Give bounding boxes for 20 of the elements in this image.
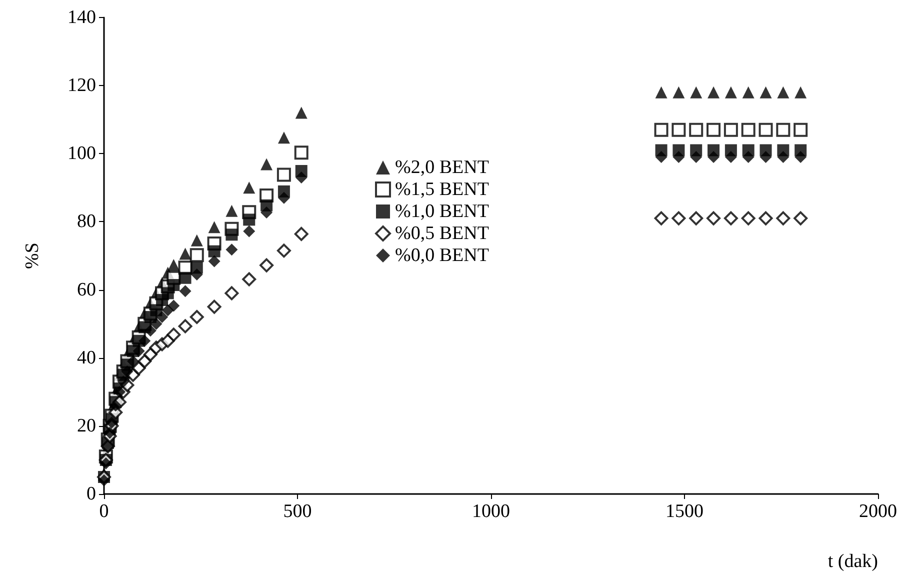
- y-tick-label: 20: [77, 415, 96, 436]
- legend-label: %0,0 BENT: [395, 245, 490, 266]
- x-axis-title: t (dak): [828, 551, 878, 572]
- x-tick-label: 500: [283, 501, 312, 522]
- y-tick-label: 0: [86, 484, 96, 504]
- y-tick-label: 80: [77, 211, 96, 232]
- legend-label: %1,5 BENT: [395, 179, 490, 200]
- y-tick-label: 40: [77, 347, 96, 368]
- y-axis-title: %S: [22, 242, 43, 269]
- x-tick-label: 2000: [859, 501, 897, 522]
- x-tick-label: 1000: [472, 501, 510, 522]
- legend-label: %2,0 BENT: [395, 157, 490, 178]
- x-tick-label: 0: [99, 501, 109, 522]
- y-tick-label: 140: [68, 7, 96, 28]
- legend-label: %0,5 BENT: [395, 223, 490, 244]
- legend-label: %1,0 BENT: [395, 201, 490, 222]
- y-tick-label: 60: [77, 279, 96, 300]
- x-tick-label: 1500: [666, 501, 704, 522]
- y-tick-label: 120: [68, 75, 96, 96]
- y-tick-label: 100: [68, 143, 96, 164]
